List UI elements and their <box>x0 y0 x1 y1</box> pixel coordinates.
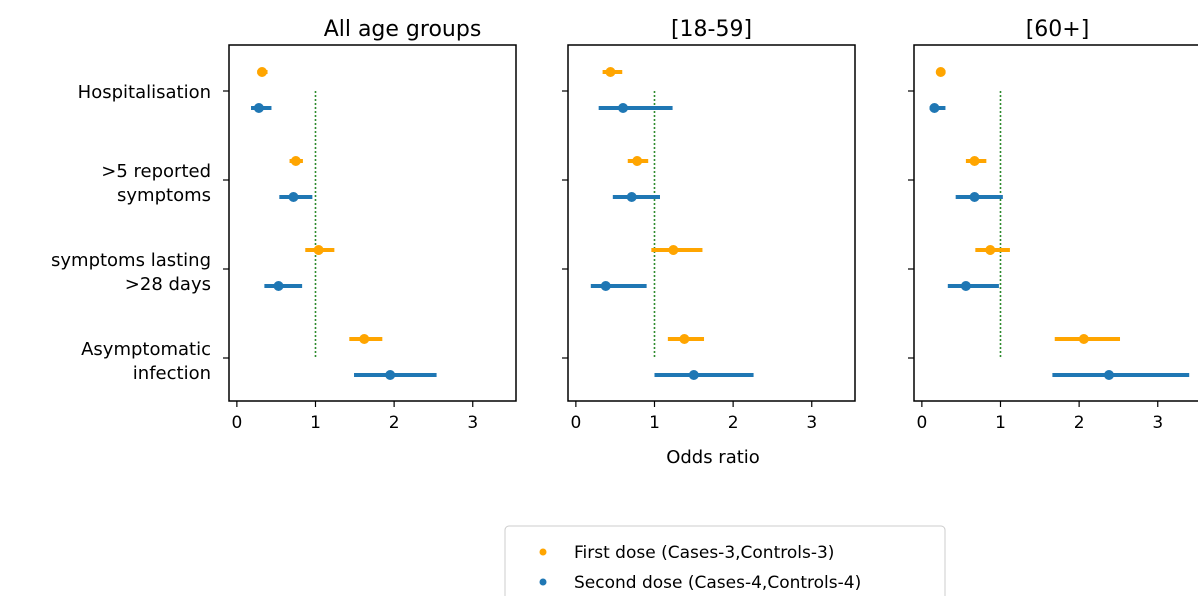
category-label: symptoms <box>117 185 211 206</box>
legend-frame <box>504 525 946 596</box>
point-estimate <box>626 192 637 202</box>
legend-marker-second-dose <box>539 578 547 586</box>
x-tick-label: 1 <box>310 413 321 433</box>
panel-title: [60+] <box>1026 17 1090 42</box>
point-estimate <box>600 281 611 291</box>
point-estimate <box>273 281 284 291</box>
legend-label-first-dose: First dose (Cases-3,Controls-3) <box>574 543 834 563</box>
point-estimate <box>929 103 940 113</box>
x-tick-label: 3 <box>467 413 478 433</box>
point-estimate <box>359 334 370 344</box>
point-estimate <box>290 156 301 166</box>
point-estimate <box>960 281 971 291</box>
category-label: symptoms lasting <box>51 250 211 271</box>
category-label: >5 reported <box>101 161 211 182</box>
point-estimate <box>969 192 980 202</box>
point-estimate <box>313 245 324 255</box>
point-estimate <box>1078 334 1089 344</box>
point-estimate <box>253 103 264 113</box>
panel-2: 0 1 2 3 [18-59] <box>562 17 856 433</box>
x-tick-label: 1 <box>649 413 660 433</box>
point-estimate <box>935 67 946 77</box>
point-estimate <box>688 370 699 380</box>
panel-frame <box>567 44 856 402</box>
x-tick-label: 3 <box>1152 413 1163 433</box>
category-label: infection <box>133 363 211 384</box>
x-tick-label: 2 <box>728 413 739 433</box>
point-estimate <box>668 245 679 255</box>
legend-label-second-dose: Second dose (Cases-4,Controls-4) <box>574 573 861 593</box>
panel-frame <box>228 44 517 402</box>
point-estimate <box>969 156 980 166</box>
point-estimate <box>1104 370 1115 380</box>
category-label: Hospitalisation <box>78 82 211 103</box>
legend-marker-first-dose <box>539 548 547 556</box>
x-tick-label: 2 <box>389 413 400 433</box>
x-tick-label: 0 <box>231 413 242 433</box>
panel-frame <box>913 44 1198 402</box>
x-tick-label: 0 <box>916 413 927 433</box>
category-label: >28 days <box>125 274 211 295</box>
legend: First dose (Cases-3,Controls-3) Second d… <box>504 525 946 596</box>
x-tick-label: 0 <box>570 413 581 433</box>
x-axis-label: Odds ratio <box>666 447 760 468</box>
panel-3: 0 1 2 3 [60+] <box>908 17 1198 433</box>
x-tick-label: 1 <box>995 413 1006 433</box>
x-tick-label: 2 <box>1074 413 1085 433</box>
category-label: Asymptomatic <box>81 339 211 360</box>
panel-title: [18-59] <box>671 17 752 42</box>
panels: 0 1 2 3 All age groups 0 1 2 3 [18-59] 0 1 2 3 [60+] <box>223 17 1198 433</box>
panel-title: All age groups <box>324 17 482 42</box>
point-estimate <box>618 103 629 113</box>
point-estimate <box>257 67 268 77</box>
point-estimate <box>385 370 396 380</box>
point-estimate <box>985 245 996 255</box>
point-estimate <box>632 156 643 166</box>
point-estimate <box>605 67 616 77</box>
category-labels: Hospitalisation >5 reported symptoms sympto… <box>51 82 211 384</box>
panel-1: 0 1 2 3 All age groups <box>223 17 517 433</box>
x-tick-label: 3 <box>806 413 817 433</box>
point-estimate <box>288 192 299 202</box>
point-estimate <box>679 334 690 344</box>
